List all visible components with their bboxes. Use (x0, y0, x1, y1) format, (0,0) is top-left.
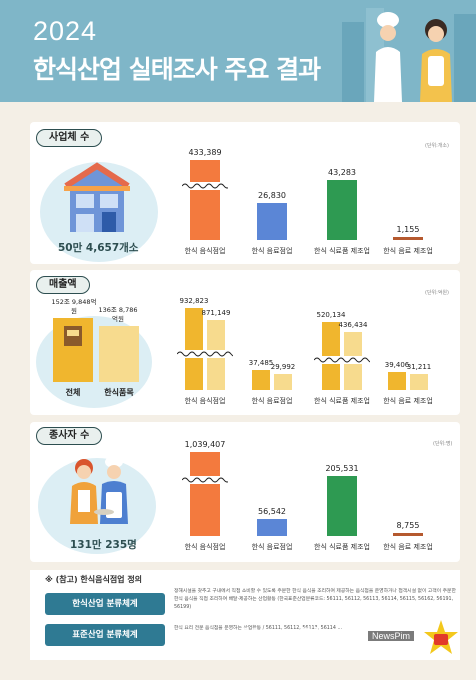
hansik-classification-text: 정해시설을 갖추고 구내에서 직접 소비할 수 있도록 주문한 한식 음식을 조… (174, 589, 456, 610)
sales-total-value: 152조 9,848억원 (51, 298, 97, 315)
sales-bar-a-3 (388, 372, 406, 390)
definition-title: ※ (참고) 한식음식점업 정의 (45, 575, 143, 584)
axis-break-2 (182, 475, 228, 484)
category-label-2-2: 한식 식료품 제조업 (314, 543, 370, 551)
standard-classification-text: 한식 요리 전문 음식점을 운영하는 산업활동 / 56111, 56112, … (174, 626, 343, 631)
category-label-0-1: 한식 음료점업 (251, 247, 293, 255)
standard-classification-label: 표준산업 분류체계 (45, 624, 165, 646)
header-title: 한식산업 실태조사 주요 결과 (33, 55, 321, 84)
sales-value-b-3: 31,211 (406, 363, 432, 371)
employees-unit: (단위:명) (433, 441, 453, 447)
category-label-0-3: 한식 음료 제조업 (383, 247, 433, 255)
storefront-icon (64, 162, 130, 232)
sales-value-a-1: 37,485 (248, 359, 274, 367)
value-label-2-2: 205,531 (325, 464, 359, 473)
bar-0-1 (257, 202, 287, 240)
total-building-icon (64, 326, 82, 346)
category-label-2-1: 한식 음료점업 (251, 543, 293, 551)
sales-tag: 매출액 (36, 276, 90, 294)
bar-2-2 (327, 476, 357, 536)
newspim-watermark: NewsPim (240, 623, 338, 648)
sales-category-3: 한식 음료 제조업 (383, 397, 433, 405)
chefs-illustration (342, 8, 476, 102)
value-label-0-3: 1,155 (396, 225, 420, 234)
value-label-0-1: 26,830 (258, 190, 286, 200)
workers-icon (70, 456, 128, 524)
bar-2-0 (190, 452, 220, 536)
category-label-2-0: 한식 음식점업 (184, 543, 226, 551)
value-label-2-3: 8,755 (396, 521, 420, 530)
sales-hansik-label: 한식품목 (104, 388, 134, 397)
sales-value-a-0: 932,823 (179, 297, 209, 305)
sales-bar-b-3 (410, 374, 428, 390)
value-label-0-0: 433,389 (188, 148, 222, 157)
employees-tag: 종사자 수 (36, 427, 103, 445)
axis-break-0 (182, 182, 228, 191)
sales-bar-a-0 (185, 308, 203, 390)
sales-hansik-value: 136조 8,786억원 (98, 306, 138, 323)
bar-0-3 (393, 237, 423, 240)
axis-break-sales-0 (177, 350, 233, 358)
header-banner: 2024 한식산업 실태조사 주요 결과 (0, 0, 476, 102)
sales-category-0: 한식 음식점업 (184, 397, 226, 405)
header-year: 2024 (33, 16, 98, 46)
employees-total: 131만 235명 (70, 539, 137, 551)
sales-hansik-bar (99, 326, 139, 382)
hansik-classification-label: 한식산업 분류체계 (45, 593, 165, 615)
newspim-logo: NewsPim (368, 631, 415, 641)
sales-unit: (단위:억원) (425, 290, 449, 296)
sales-total-label: 전체 (65, 388, 81, 397)
value-label-2-0: 1,039,407 (184, 440, 226, 449)
sparkle-badge-icon (424, 620, 458, 654)
bar-0-2 (327, 180, 357, 240)
axis-break-sales-2 (314, 356, 370, 364)
sales-category-2: 한식 식료품 제조업 (314, 397, 370, 405)
bar-2-3 (393, 533, 423, 536)
sales-value-b-2: 436,434 (338, 321, 368, 329)
category-label-2-3: 한식 음료 제조업 (383, 543, 433, 551)
sales-value-a-3: 39,406 (384, 361, 410, 369)
sales-value-a-2: 520,134 (316, 311, 346, 319)
establishments-tag: 사업체 수 (36, 129, 103, 147)
value-label-0-2: 43,283 (328, 168, 356, 177)
value-label-2-1: 56,542 (258, 507, 286, 517)
sales-bar-b-1 (274, 374, 292, 390)
sales-value-b-1: 29,992 (270, 363, 296, 371)
category-label-0-2: 한식 식료품 제조업 (314, 247, 370, 255)
sales-value-b-0: 871,149 (201, 309, 231, 317)
establishments-total: 50만 4,657개소 (58, 242, 139, 254)
establishments-unit: (단위:개소) (425, 143, 449, 149)
sales-bar-a-1 (252, 370, 270, 390)
category-label-0-0: 한식 음식점업 (184, 247, 226, 255)
sales-category-1: 한식 음료점업 (251, 397, 293, 405)
bar-2-1 (257, 519, 287, 536)
bar-0-0 (190, 160, 220, 240)
